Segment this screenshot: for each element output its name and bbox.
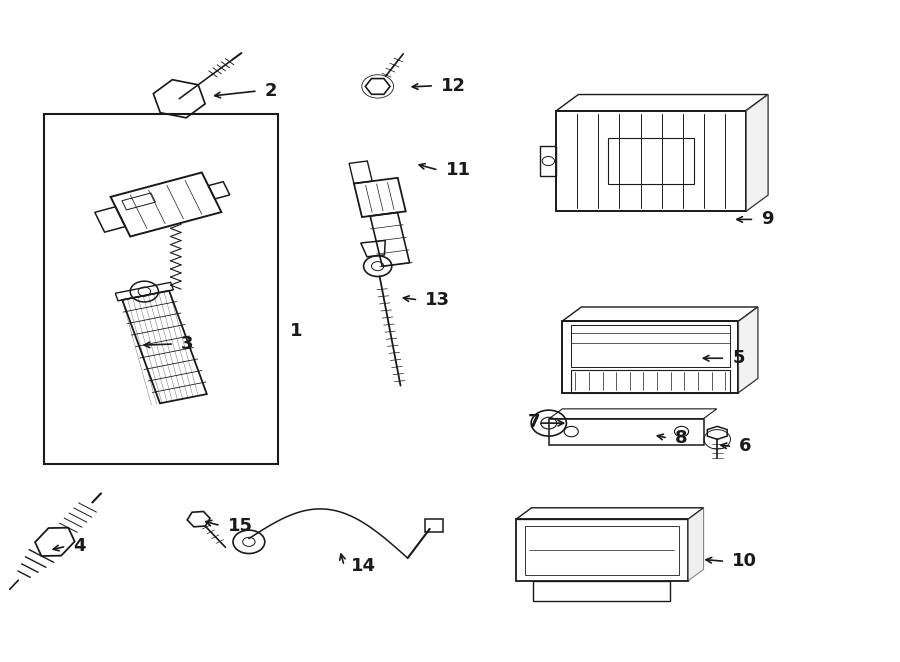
Polygon shape: [738, 307, 758, 393]
Text: 4: 4: [74, 538, 86, 555]
Text: 10: 10: [733, 552, 757, 570]
Text: 5: 5: [733, 350, 744, 367]
Text: 3: 3: [181, 335, 194, 353]
Text: 13: 13: [426, 291, 450, 309]
Polygon shape: [746, 95, 768, 211]
Bar: [525, 526, 679, 575]
Text: 6: 6: [739, 438, 752, 455]
Text: 14: 14: [351, 557, 376, 575]
Text: 12: 12: [441, 77, 466, 95]
Bar: [571, 324, 730, 367]
Text: 8: 8: [675, 429, 688, 447]
Text: 15: 15: [228, 516, 253, 535]
Polygon shape: [688, 508, 704, 581]
Text: 7: 7: [527, 413, 540, 431]
Text: 2: 2: [265, 82, 277, 100]
Bar: [44, 114, 278, 464]
Text: 9: 9: [761, 211, 774, 228]
Text: 1: 1: [290, 322, 302, 340]
Text: 11: 11: [446, 161, 471, 179]
